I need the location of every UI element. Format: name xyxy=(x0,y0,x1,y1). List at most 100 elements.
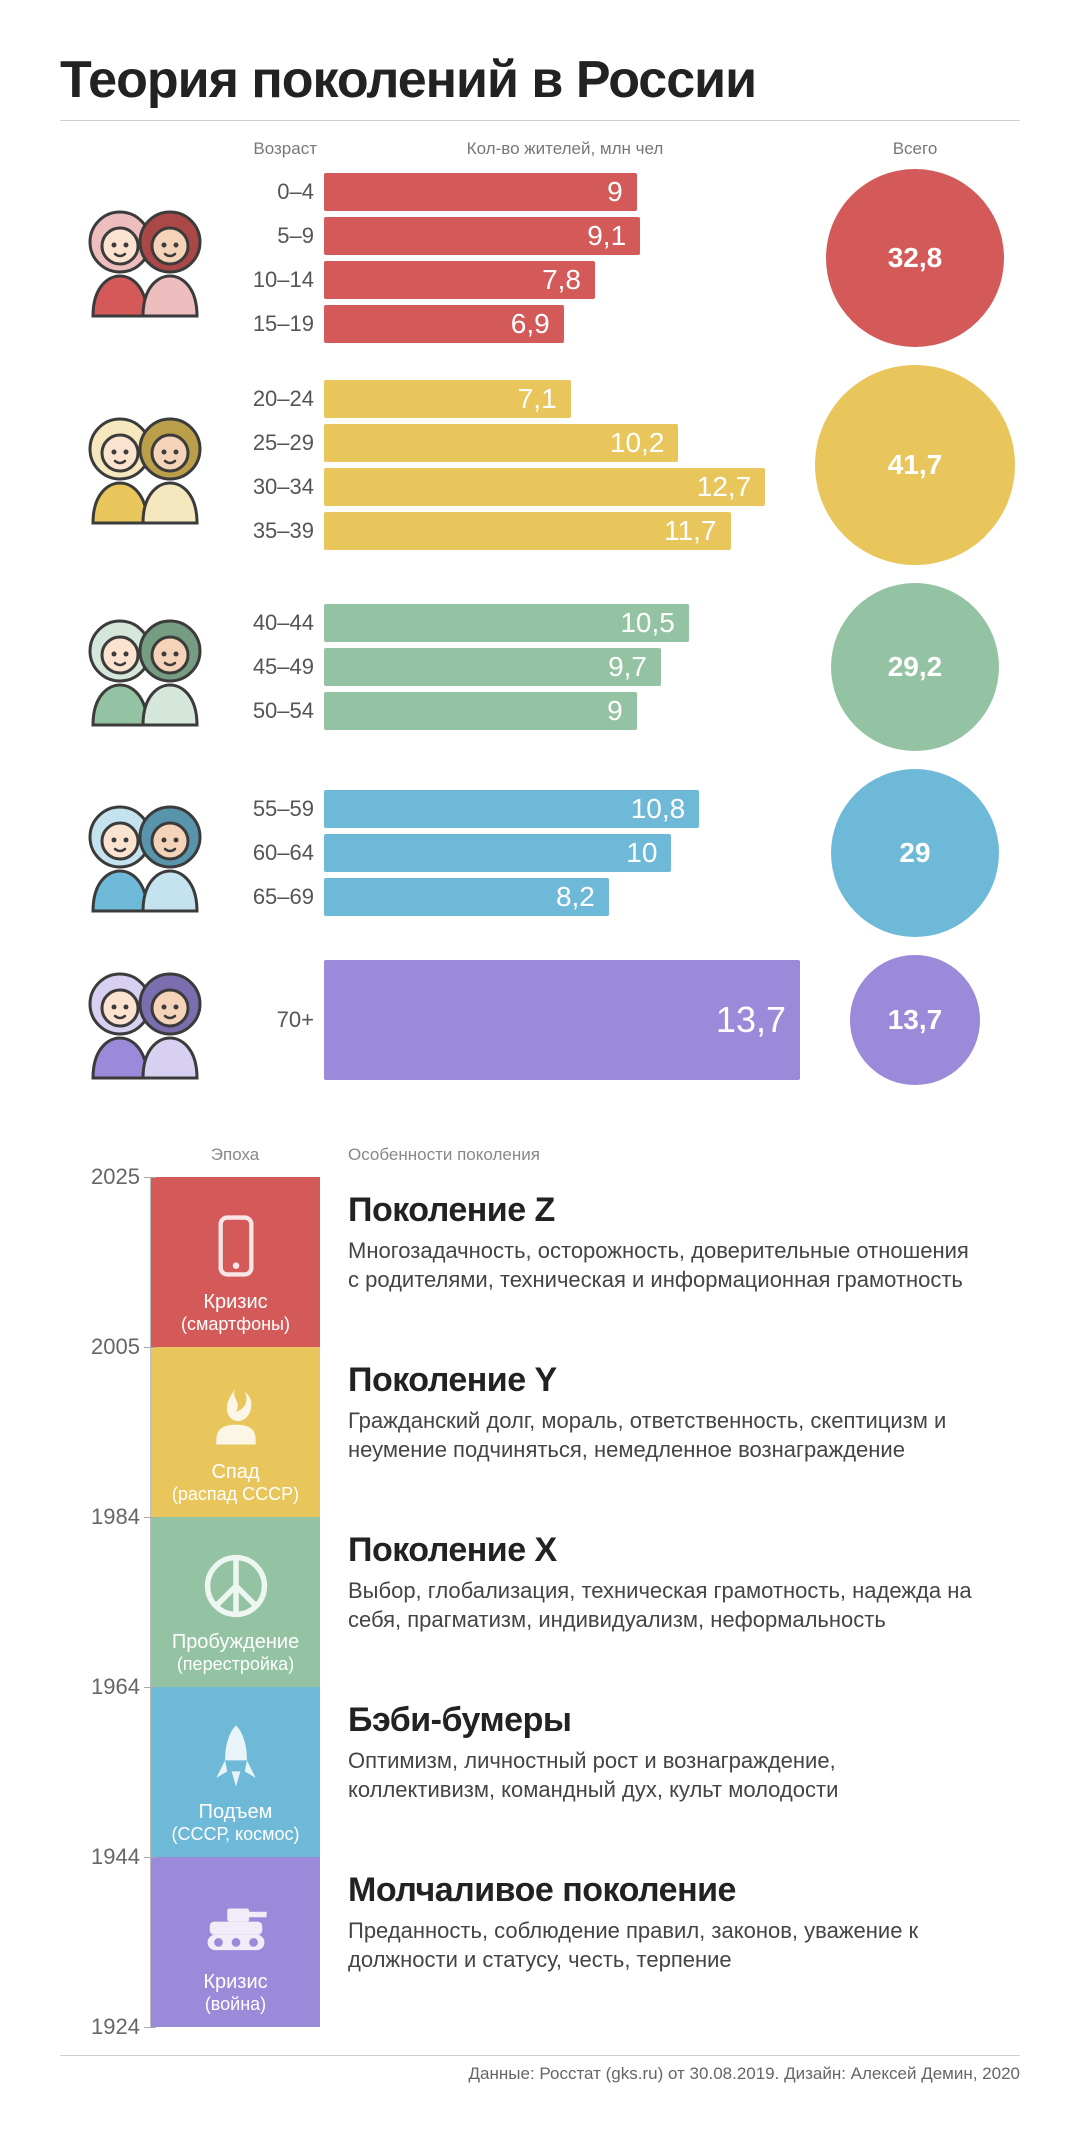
age-label: 70+ xyxy=(234,1007,324,1033)
era-label: Кризис xyxy=(203,1291,267,1314)
age-label: 20–24 xyxy=(234,386,324,412)
bars-group: 70+13,7 xyxy=(325,960,805,1080)
age-label: 25–29 xyxy=(234,430,324,456)
generation-text: Выбор, глобализация, техническая грамотн… xyxy=(348,1576,980,1635)
generation-title: Поколение X xyxy=(348,1531,980,1570)
population-bar: 9 xyxy=(324,173,637,211)
divider xyxy=(60,120,1020,121)
generation-row: 40–4410,545–499,750–549 29,2 xyxy=(60,583,1020,752)
total-bubble-cell: 13,7 xyxy=(805,955,1025,1084)
era-tile: Кризис(война) xyxy=(151,1857,320,2027)
era-sublabel: (смартфоны) xyxy=(181,1314,290,1335)
age-label: 60–64 xyxy=(234,840,324,866)
total-bubble: 29,2 xyxy=(831,583,1000,752)
generation-row: 70+13,713,7 xyxy=(60,955,1020,1084)
population-bar: 10,8 xyxy=(324,790,699,828)
generation-title: Поколение Z xyxy=(348,1191,980,1230)
era-label: Пробуждение xyxy=(172,1631,299,1654)
population-bar: 13,7 xyxy=(324,960,800,1080)
generation-desc: Бэби-бумеры Оптимизм, личностный рост и … xyxy=(348,1687,1020,1857)
avatar-pair-icon xyxy=(60,405,230,525)
generation-desc: Поколение Y Гражданский долг, мораль, от… xyxy=(348,1347,1020,1517)
era-tile: Пробуждение(перестройка) xyxy=(151,1517,320,1687)
population-bar: 8,2 xyxy=(324,878,609,916)
page-title: Теория поколений в России xyxy=(60,50,1020,110)
bars-group: 40–4410,545–499,750–549 xyxy=(325,604,805,730)
header-pop: Кол-во жителей, млн чел xyxy=(325,139,805,159)
total-bubble-cell: 29,2 xyxy=(805,583,1025,752)
era-label: Кризис xyxy=(203,1971,267,1994)
year-mark: 2025 xyxy=(91,1164,140,1190)
age-label: 15–19 xyxy=(234,311,324,337)
age-label: 55–59 xyxy=(234,796,324,822)
era-sublabel: (война) xyxy=(205,1994,266,2015)
population-bar: 9 xyxy=(324,692,637,730)
years-axis: 202520051984196419441924 xyxy=(60,1177,150,2027)
desc-column: Поколение Z Многозадачность, осторожност… xyxy=(320,1177,1020,2027)
era-label: Спад xyxy=(211,1461,259,1484)
era-tile: Спад(распад СССР) xyxy=(151,1347,320,1517)
age-label: 10–14 xyxy=(234,267,324,293)
year-mark: 1924 xyxy=(91,2014,140,2040)
total-bubble-cell: 41,7 xyxy=(805,365,1025,565)
age-label: 65–69 xyxy=(234,884,324,910)
generation-desc: Поколение Z Многозадачность, осторожност… xyxy=(348,1177,1020,1347)
population-chart: 0–495–99,110–147,815–196,932,8 20–247,12… xyxy=(60,169,1020,1085)
age-label: 5–9 xyxy=(234,223,324,249)
age-label: 40–44 xyxy=(234,610,324,636)
year-mark: 1984 xyxy=(91,1504,140,1530)
year-mark: 1944 xyxy=(91,1844,140,1870)
generation-desc: Молчаливое поколение Преданность, соблюд… xyxy=(348,1857,1020,2027)
avatar-pair-icon xyxy=(60,960,230,1080)
total-bubble: 32,8 xyxy=(826,169,1004,347)
avatar-pair-icon xyxy=(60,793,230,913)
era-sublabel: (СССР, космос) xyxy=(171,1824,299,1845)
age-label: 0–4 xyxy=(234,179,324,205)
year-mark: 1964 xyxy=(91,1674,140,1700)
population-bar: 7,1 xyxy=(324,380,571,418)
bars-group: 55–5910,860–641065–698,2 xyxy=(325,790,805,916)
bars-group: 0–495–99,110–147,815–196,9 xyxy=(325,173,805,343)
generation-text: Оптимизм, личностный рост и вознагражден… xyxy=(348,1746,980,1805)
header-total: Всего xyxy=(805,139,1025,159)
generation-title: Молчаливое поколение xyxy=(348,1871,980,1910)
population-bar: 10,5 xyxy=(324,604,689,642)
age-label: 50–54 xyxy=(234,698,324,724)
generation-text: Гражданский долг, мораль, ответственност… xyxy=(348,1406,980,1465)
total-bubble-cell: 32,8 xyxy=(805,169,1025,347)
generation-title: Бэби-бумеры xyxy=(348,1701,980,1740)
population-bar: 9,7 xyxy=(324,648,661,686)
bars-group: 20–247,125–2910,230–3412,735–3911,7 xyxy=(325,380,805,550)
header-era: Эпоха xyxy=(150,1145,320,1165)
total-bubble: 41,7 xyxy=(815,365,1015,565)
population-bar: 10,2 xyxy=(324,424,678,462)
timeline-section: Эпоха Особенности поколения 202520051984… xyxy=(60,1145,1020,2027)
header-desc: Особенности поколения xyxy=(320,1145,1020,1165)
header-age: Возраст xyxy=(230,139,325,159)
era-sublabel: (перестройка) xyxy=(177,1654,294,1675)
generation-row: 55–5910,860–641065–698,229 xyxy=(60,769,1020,937)
age-label: 45–49 xyxy=(234,654,324,680)
footer-credits: Данные: Росстат (gks.ru) от 30.08.2019. … xyxy=(60,2055,1020,2084)
population-bar: 12,7 xyxy=(324,468,765,506)
generation-text: Многозадачность, осторожность, доверител… xyxy=(348,1236,980,1295)
era-sublabel: (распад СССР) xyxy=(172,1484,299,1505)
population-bar: 10 xyxy=(324,834,671,872)
avatar-pair-icon xyxy=(60,607,230,727)
timeline-headers: Эпоха Особенности поколения xyxy=(60,1145,1020,1165)
generation-title: Поколение Y xyxy=(348,1361,980,1400)
era-tile: Подъем(СССР, космос) xyxy=(151,1687,320,1857)
total-bubble: 13,7 xyxy=(850,955,979,1084)
population-bar: 11,7 xyxy=(324,512,731,550)
generation-text: Преданность, соблюдение правил, законов,… xyxy=(348,1916,980,1975)
population-bar: 9,1 xyxy=(324,217,640,255)
era-label: Подъем xyxy=(199,1801,273,1824)
generation-desc: Поколение X Выбор, глобализация, техниче… xyxy=(348,1517,1020,1687)
age-label: 30–34 xyxy=(234,474,324,500)
era-tile: Кризис(смартфоны) xyxy=(151,1177,320,1347)
avatar-pair-icon xyxy=(60,198,230,318)
age-label: 35–39 xyxy=(234,518,324,544)
generation-row: 20–247,125–2910,230–3412,735–3911,741,7 xyxy=(60,365,1020,565)
population-bar: 6,9 xyxy=(324,305,564,343)
total-bubble: 29 xyxy=(831,769,999,937)
